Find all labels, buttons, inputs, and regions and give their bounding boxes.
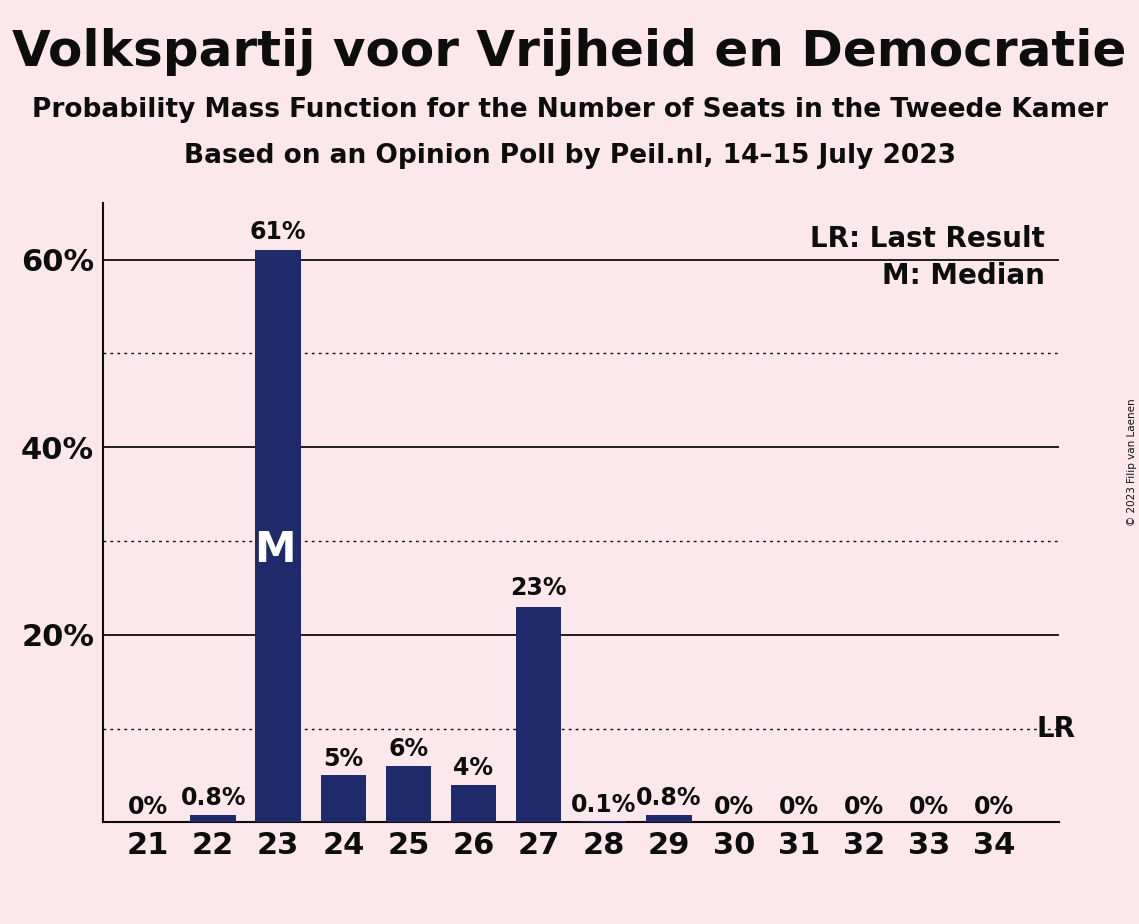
Bar xyxy=(320,775,366,822)
Text: 0%: 0% xyxy=(128,795,169,819)
Text: Based on an Opinion Poll by Peil.nl, 14–15 July 2023: Based on an Opinion Poll by Peil.nl, 14–… xyxy=(183,143,956,169)
Bar xyxy=(255,250,301,822)
Bar xyxy=(451,784,497,822)
Text: 0%: 0% xyxy=(974,795,1014,819)
Text: 61%: 61% xyxy=(249,220,306,244)
Bar xyxy=(386,766,432,822)
Bar xyxy=(646,815,691,822)
Text: 23%: 23% xyxy=(510,576,567,600)
Text: 0%: 0% xyxy=(714,795,754,819)
Text: LR: LR xyxy=(1036,714,1075,743)
Bar xyxy=(190,815,236,822)
Text: Volkspartij voor Vrijheid en Democratie: Volkspartij voor Vrijheid en Democratie xyxy=(13,28,1126,76)
Text: M: Median: M: Median xyxy=(882,262,1044,290)
Bar xyxy=(581,821,626,822)
Text: © 2023 Filip van Laenen: © 2023 Filip van Laenen xyxy=(1126,398,1137,526)
Text: 0%: 0% xyxy=(844,795,884,819)
Text: 5%: 5% xyxy=(323,747,363,771)
Text: 0%: 0% xyxy=(779,795,819,819)
Text: 0.8%: 0.8% xyxy=(636,786,702,810)
Text: 0.8%: 0.8% xyxy=(180,786,246,810)
Text: 4%: 4% xyxy=(453,756,493,780)
Text: LR: Last Result: LR: Last Result xyxy=(810,225,1044,253)
Bar xyxy=(516,607,562,822)
Text: M: M xyxy=(254,529,296,571)
Text: Probability Mass Function for the Number of Seats in the Tweede Kamer: Probability Mass Function for the Number… xyxy=(32,97,1107,123)
Text: 0%: 0% xyxy=(909,795,949,819)
Text: 0.1%: 0.1% xyxy=(571,793,637,817)
Text: 6%: 6% xyxy=(388,737,428,761)
